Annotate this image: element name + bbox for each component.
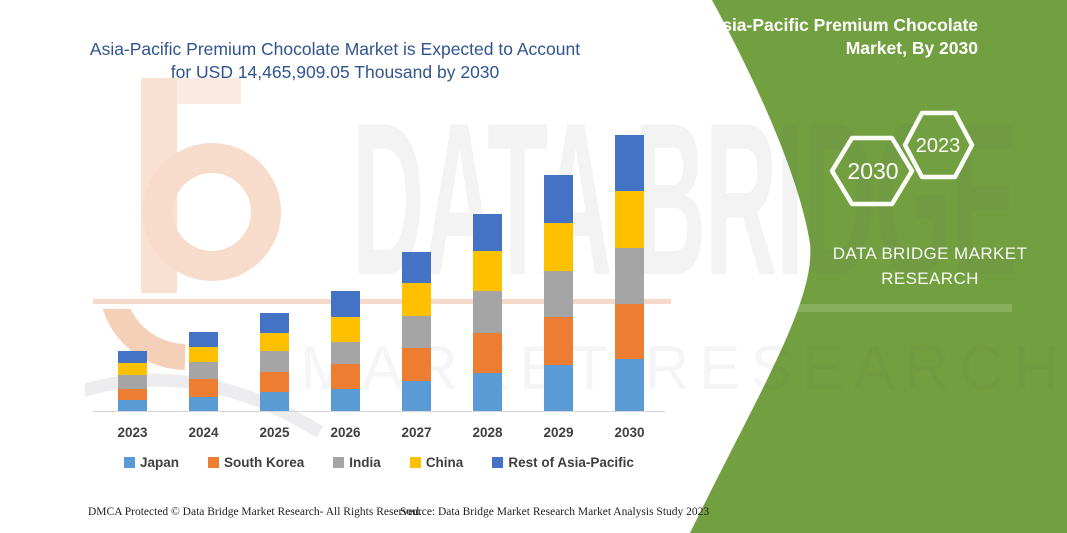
chart-legend: Japan South Korea India China Rest of Asia-P… (124, 455, 634, 470)
side-panel-title: Asia-Pacific Premium Chocolate Market, B… (698, 14, 978, 60)
legend-label-japan: Japan (140, 455, 180, 470)
bar-segment-2026-india (331, 341, 360, 365)
x-axis-label-2024: 2024 (188, 425, 219, 440)
chart-title-line1: Asia-Pacific Premium Chocolate Market is… (89, 39, 581, 59)
bar-segment-2029-india (544, 270, 573, 318)
legend-swatch-rest-of-asia-pacific (492, 457, 504, 468)
legend-label-rest-of-asia-pacific: Rest of Asia-Pacific (508, 455, 634, 470)
bar-2029 (544, 175, 573, 412)
bar-segment-2029-china (544, 223, 573, 271)
bar-segment-2028-japan (473, 372, 502, 412)
bar-segment-2026-rest-of-asia-pacific (331, 291, 360, 317)
bar-segment-2029-japan (544, 365, 573, 412)
bar-segment-2023-india (118, 375, 147, 389)
brand-text-line2: RESEARCH (881, 269, 979, 288)
bar-segment-2030-rest-of-asia-pacific (615, 135, 644, 192)
bar-2027 (402, 251, 431, 412)
legend-label-india: India (349, 455, 381, 470)
legend-label-south-korea: South Korea (224, 455, 305, 470)
bar-segment-2029-south-korea (544, 317, 573, 365)
legend-item-rest-of-asia-pacific: Rest of Asia-Pacific (492, 455, 634, 470)
legend-swatch-south-korea (208, 457, 220, 468)
legend-swatch-india (333, 457, 345, 468)
bar-2026 (331, 291, 360, 412)
bar-segment-2024-india (189, 361, 218, 380)
x-axis-label-2027: 2027 (401, 425, 432, 440)
bar-segment-2030-japan (615, 358, 644, 412)
x-axis-label-2029: 2029 (543, 425, 574, 440)
x-axis-label-2025: 2025 (259, 425, 290, 440)
bar-segment-2028-rest-of-asia-pacific (473, 213, 502, 252)
legend-swatch-china (409, 457, 421, 468)
x-axis-label-2028: 2028 (472, 425, 503, 440)
bar-segment-2027-india (402, 316, 431, 348)
bar-segment-2023-south-korea (118, 388, 147, 401)
footer-source: Source: Data Bridge Market Research Mark… (400, 506, 710, 518)
bar-segment-2024-south-korea (189, 379, 218, 397)
bar-segment-2023-china (118, 362, 147, 376)
bar-2023 (118, 350, 147, 412)
legend-item-south-korea: South Korea (208, 455, 304, 470)
side-panel-title-line2: Market, By 2030 (845, 38, 978, 58)
bar-2030 (615, 135, 644, 412)
bar-segment-2025-south-korea (260, 371, 289, 392)
side-panel-title-line1: Asia-Pacific Premium Chocolate (709, 15, 978, 35)
bar-segment-2025-india (260, 350, 289, 372)
bar-segment-2023-rest-of-asia-pacific (118, 350, 147, 363)
bar-segment-2027-japan (402, 380, 431, 412)
watermark-stripe-on-green (700, 304, 1012, 312)
bar-segment-2028-china (473, 251, 502, 292)
bar-segment-2024-japan (189, 396, 218, 412)
bar-segment-2024-china (189, 346, 218, 362)
bar-segment-2028-south-korea (473, 332, 502, 373)
bar-segment-2030-china (615, 191, 644, 248)
x-axis-label-2023: 2023 (117, 425, 148, 440)
x-axis-line (93, 411, 665, 412)
legend-label-china: China (425, 455, 464, 470)
brand-text: DATA BRIDGE MARKET RESEARCH (815, 241, 1045, 291)
legend-item-china: China (409, 455, 464, 470)
bar-segment-2024-rest-of-asia-pacific (189, 332, 218, 347)
legend-swatch-japan (124, 457, 135, 468)
bar-2025 (260, 313, 289, 412)
footer-dmca: DMCA Protected © Data Bridge Market Rese… (88, 506, 422, 518)
bar-segment-2030-south-korea (615, 303, 644, 359)
bar-segment-2026-japan (331, 388, 360, 412)
x-axis-label-2030: 2030 (614, 425, 645, 440)
x-axis-label-2026: 2026 (330, 425, 361, 440)
legend-item-india: India (333, 455, 381, 470)
watermark-stripe-pink (93, 299, 671, 304)
bar-segment-2030-india (615, 247, 644, 304)
bar-2028 (473, 213, 502, 412)
bar-segment-2026-south-korea (331, 364, 360, 389)
bar-segment-2028-india (473, 291, 502, 333)
bar-2024 (189, 332, 218, 412)
bar-segment-2027-china (402, 282, 431, 317)
bar-segment-2025-rest-of-asia-pacific (260, 313, 289, 333)
bar-segment-2025-china (260, 332, 289, 351)
chart-title: Asia-Pacific Premium Chocolate Market is… (50, 38, 620, 84)
bar-segment-2027-south-korea (402, 347, 431, 381)
bar-segment-2025-japan (260, 391, 289, 412)
bar-segment-2027-rest-of-asia-pacific (402, 251, 431, 283)
chart-title-line2: for USD 14,465,909.05 Thousand by 2030 (170, 62, 500, 82)
bar-segment-2029-rest-of-asia-pacific (544, 175, 573, 224)
brand-text-line1: DATA BRIDGE MARKET (832, 244, 1028, 263)
bar-segment-2026-china (331, 316, 360, 342)
legend-item-japan: Japan (124, 455, 179, 470)
